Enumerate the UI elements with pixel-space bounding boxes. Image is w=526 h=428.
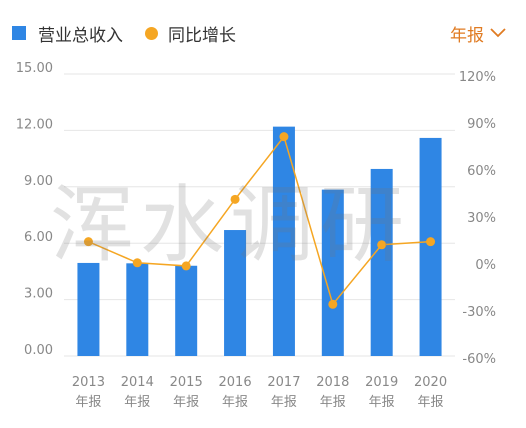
x-tick-label-period: 年报 (271, 395, 297, 410)
x-tick-label-year: 2017 (267, 375, 300, 390)
legend-item-growth[interactable]: 同比增长 (145, 21, 236, 46)
y-right-tick-label: -30% (462, 305, 496, 320)
y-right-tick-label: 90% (467, 117, 496, 132)
bar-revenue (321, 189, 344, 356)
growth-point (132, 258, 142, 268)
y-left-tick-label: 3.00 (24, 287, 53, 302)
y-right-tick-label: 60% (467, 164, 496, 179)
x-tick-label-year: 2015 (170, 375, 203, 390)
bar-revenue (224, 230, 247, 356)
period-selector-label: 年报 (450, 25, 484, 46)
y-right-tick-label: 30% (467, 211, 496, 226)
growth-point (426, 237, 436, 247)
x-tick-label-period: 年报 (320, 395, 346, 410)
x-tick-label-year: 2019 (365, 375, 398, 390)
bar-revenue (175, 265, 198, 356)
x-tick-label-period: 年报 (369, 395, 395, 410)
bar-revenue (370, 168, 393, 356)
x-tick-label-year: 2016 (219, 375, 252, 390)
y-right-tick-label: 120% (459, 70, 496, 85)
legend-swatch-dot (145, 26, 158, 40)
growth-point (230, 194, 240, 204)
x-tick-label-period: 年报 (75, 395, 101, 410)
growth-line (88, 135, 431, 306)
chevron-down-icon (490, 28, 506, 38)
bar-revenue (272, 126, 295, 356)
chart-legend: 营业总收入 同比增长 (12, 20, 258, 46)
bar-revenue (419, 137, 442, 356)
growth-point (83, 237, 93, 247)
x-tick-label-year: 2020 (414, 375, 447, 390)
x-tick-label-year: 2013 (72, 375, 105, 390)
x-tick-label-period: 年报 (173, 395, 199, 410)
y-left-tick-label: 9.00 (24, 174, 53, 189)
growth-point (328, 299, 338, 309)
bar-revenue (126, 263, 149, 356)
x-tick-label-period: 年报 (222, 395, 248, 410)
legend-label-growth: 同比增长 (168, 25, 236, 46)
y-right-tick-label: -60% (462, 352, 496, 367)
legend-swatch-bar (12, 26, 26, 40)
growth-point (181, 261, 191, 271)
bar-revenue (77, 262, 100, 356)
y-left-tick-label: 6.00 (24, 230, 53, 245)
x-tick-label-period: 年报 (418, 395, 444, 410)
growth-point (279, 132, 289, 142)
x-tick-label-year: 2018 (316, 375, 349, 390)
y-left-tick-label: 12.00 (16, 117, 53, 132)
x-tick-label-period: 年报 (124, 395, 150, 410)
x-tick-label-year: 2014 (121, 375, 154, 390)
period-selector[interactable]: 年报 (450, 20, 506, 46)
y-left-tick-label: 0.00 (24, 343, 53, 358)
legend-label-revenue: 营业总收入 (38, 25, 123, 46)
y-left-tick-label: 15.00 (16, 61, 53, 76)
legend-item-revenue[interactable]: 营业总收入 (12, 21, 123, 46)
y-right-tick-label: 0% (475, 258, 496, 273)
growth-point (377, 240, 387, 250)
